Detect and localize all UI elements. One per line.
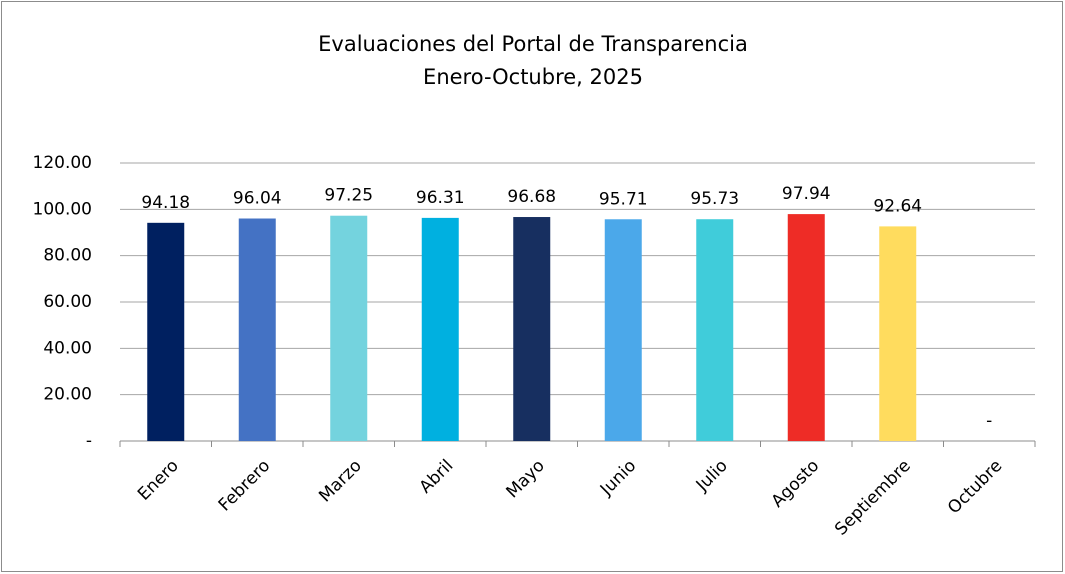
bar	[147, 222, 185, 441]
chart-subtitle: Enero-Octubre, 2025	[423, 65, 643, 89]
bar	[421, 217, 459, 441]
value-label: -	[986, 411, 992, 431]
value-label: 96.68	[507, 187, 556, 207]
value-label: 96.04	[233, 189, 282, 209]
value-label: 96.31	[416, 188, 465, 208]
value-label: 97.25	[324, 186, 373, 206]
y-tick-label: 60.00	[43, 292, 92, 312]
bar	[879, 226, 917, 441]
y-tick-label: 100.00	[33, 199, 92, 219]
bar	[238, 218, 276, 441]
chart-title: Evaluaciones del Portal de Transparencia	[318, 32, 748, 56]
bar	[787, 214, 825, 441]
value-label: 95.73	[690, 189, 739, 209]
y-tick-label: 120.00	[33, 153, 92, 173]
bar	[330, 215, 368, 441]
bar	[513, 217, 551, 441]
y-tick-label: -	[86, 431, 92, 451]
y-tick-label: 80.00	[43, 246, 92, 266]
value-label: 95.71	[599, 189, 648, 209]
y-tick-label: 20.00	[43, 385, 92, 405]
y-tick-label: 40.00	[43, 338, 92, 358]
bar	[604, 219, 642, 441]
value-label: 92.64	[873, 196, 922, 216]
bar	[696, 219, 734, 441]
value-label: 94.18	[141, 193, 190, 213]
value-label: 97.94	[782, 184, 831, 204]
